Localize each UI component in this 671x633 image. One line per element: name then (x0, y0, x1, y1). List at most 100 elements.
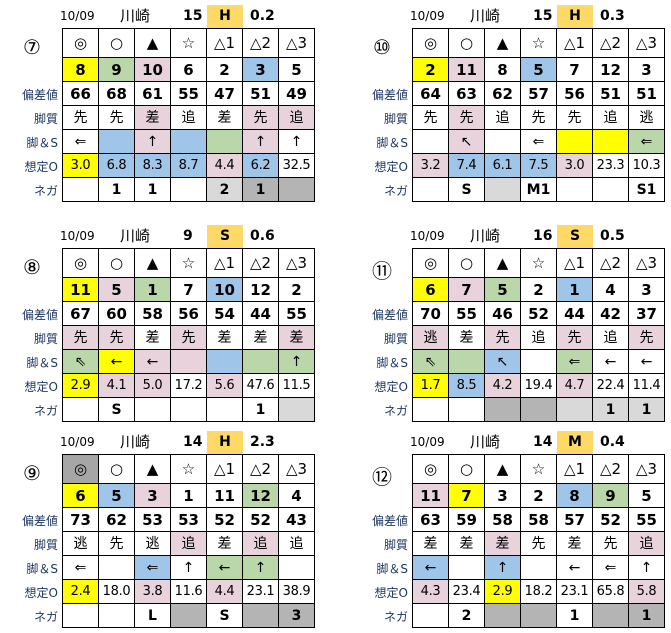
runner-count: 14 (533, 434, 553, 450)
ashi-cell: ← (412, 555, 449, 580)
odds-cell: 2.4 (62, 579, 99, 604)
row-nega: 2 1 1 (412, 603, 665, 628)
odds-cell: 47.6 (242, 373, 279, 398)
venue-name: 川崎 (470, 227, 501, 245)
row-hensa: 66 68 61 55 47 51 49 (62, 81, 315, 106)
horse-cell: 1 (170, 483, 207, 508)
horse-cell: 7 (448, 277, 485, 302)
kyaku-cell: 先 (448, 105, 485, 130)
kyaku-cell: 先 (412, 105, 449, 130)
odds-cell: 2.9 (62, 373, 99, 398)
row-label: 脚質 (383, 538, 408, 552)
row-odds: 4.3 23.4 2.9 18.2 23.1 65.8 5.8 (412, 579, 665, 604)
kyaku-cell: 先 (520, 105, 557, 130)
sym-cell: ☆ (520, 28, 557, 58)
nega-cell (278, 397, 315, 422)
nega-cell (62, 603, 99, 628)
odds-cell: 65.8 (592, 579, 629, 604)
hensa-cell: 52 (520, 301, 557, 326)
sym-cell: ○ (98, 28, 135, 58)
nega-cell (62, 177, 99, 202)
ashi-cell: ↖ (484, 349, 521, 374)
row-label: 脚質 (383, 112, 408, 126)
sym-cell: ▲ (134, 248, 171, 278)
row-label: 偏差値 (371, 514, 408, 528)
row-kyaku: 先先差先差差差 (62, 325, 315, 350)
sym-cell: ▲ (134, 28, 171, 58)
kyaku-cell: 追 (520, 325, 557, 350)
odds-cell: 3.2 (412, 153, 449, 178)
kyaku-cell: 差 (206, 531, 243, 556)
hensa-cell: 55 (278, 301, 315, 326)
race-grade: H (207, 431, 243, 454)
horse-cell: 3 (484, 483, 521, 508)
hensa-cell: 44 (242, 301, 279, 326)
row-hensa: 64 63 62 57 56 51 51 (412, 81, 665, 106)
sym-cell: ☆ (170, 28, 207, 58)
race-value: 0.4 (600, 434, 625, 450)
row-label: ネガ (383, 184, 408, 198)
row-nega: L S 3 (62, 603, 315, 628)
row-label: ネガ (33, 610, 58, 624)
nega-cell: L (134, 603, 171, 628)
hensa-cell: 66 (62, 81, 99, 106)
race-value: 2.3 (250, 434, 275, 450)
venue-name: 川崎 (120, 433, 151, 451)
ashi-cell (242, 349, 279, 374)
row-label: ネガ (383, 404, 408, 418)
hensa-cell: 60 (98, 301, 135, 326)
sym-cell: △3 (278, 28, 315, 58)
ashi-cell: ← (98, 349, 135, 374)
hensa-cell: 46 (484, 301, 521, 326)
odds-cell: 6.1 (484, 153, 521, 178)
nega-cell: S (448, 177, 485, 202)
kyaku-cell: 差 (206, 105, 243, 130)
hensa-cell: 55 (170, 81, 207, 106)
sym-cell: ▲ (484, 248, 521, 278)
nega-cell (278, 177, 315, 202)
row-sym: ◎ ○ ▲ ☆ △1 △2 △3 (412, 454, 665, 484)
kyaku-cell: 差 (448, 325, 485, 350)
nega-cell (170, 603, 207, 628)
race-number: ⑧ (23, 255, 41, 279)
odds-cell: 23.4 (448, 579, 485, 604)
horse-cell: 6 (412, 277, 449, 302)
ashi-cell: ↑ (242, 555, 279, 580)
kyaku-cell: 差 (448, 531, 485, 556)
runner-count: 15 (533, 8, 553, 24)
row-ashi: ⇖ ↖ ⇐ ← ← (412, 349, 665, 374)
kyaku-cell: 差 (278, 325, 315, 350)
hensa-cell: 67 (62, 301, 99, 326)
kyaku-cell: 追 (170, 105, 207, 130)
sym-cell: ◎ (412, 248, 449, 278)
ashi-cell: ↑ (170, 555, 207, 580)
nega-cell (484, 603, 521, 628)
hensa-cell: 63 (412, 507, 449, 532)
horse-cell: 9 (592, 483, 629, 508)
horse-cell: 5 (520, 57, 557, 82)
ashi-cell: ⇐ (520, 129, 557, 154)
horse-cell: 11 (412, 483, 449, 508)
odds-cell: 18.0 (98, 579, 135, 604)
ashi-cell (448, 555, 485, 580)
row-label: 脚＆S (26, 136, 58, 150)
sym-cell: △1 (556, 248, 593, 278)
horse-cell: 12 (242, 277, 279, 302)
odds-cell: 5.0 (134, 373, 171, 398)
odds-cell: 7.5 (520, 153, 557, 178)
venue-name: 川崎 (470, 7, 501, 25)
hensa-cell: 57 (556, 507, 593, 532)
odds-cell: 5.8 (628, 579, 665, 604)
sym-cell: ◎ (62, 28, 99, 58)
row-horse: 11 5 1 7 10 12 2 (62, 277, 315, 302)
nega-cell (520, 397, 557, 422)
prediction-table: ◎ ○ ▲ ☆ △1 △2 △3 11 5 1 7 10 12 2 67 60 58 56 54 44 55 先先差先差差… (62, 248, 315, 422)
race-block: 10/09 川崎 14 M 0.4 ⑫ 偏差値 脚質 脚＆S 想定O ネガ ◎ ○ ▲ ☆ △1 △2 △3 11 7… (335, 431, 670, 633)
hensa-cell: 49 (278, 81, 315, 106)
sym-cell: ▲ (134, 454, 171, 484)
nega-cell (242, 603, 279, 628)
kyaku-cell: 先 (98, 531, 135, 556)
odds-cell: 8.5 (448, 373, 485, 398)
row-odds: 3.0 6.8 8.3 8.7 4.4 6.2 32.5 (62, 153, 315, 178)
horse-cell: 4 (592, 277, 629, 302)
